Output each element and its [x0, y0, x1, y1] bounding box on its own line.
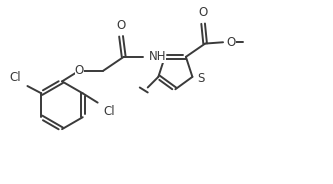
Text: Cl: Cl: [10, 71, 21, 84]
Text: Cl: Cl: [104, 105, 115, 118]
Text: NH: NH: [149, 50, 166, 63]
Text: O: O: [75, 64, 84, 77]
Text: O: O: [117, 19, 126, 32]
Text: S: S: [197, 72, 204, 85]
Text: O: O: [198, 6, 208, 19]
Text: O: O: [226, 36, 236, 49]
